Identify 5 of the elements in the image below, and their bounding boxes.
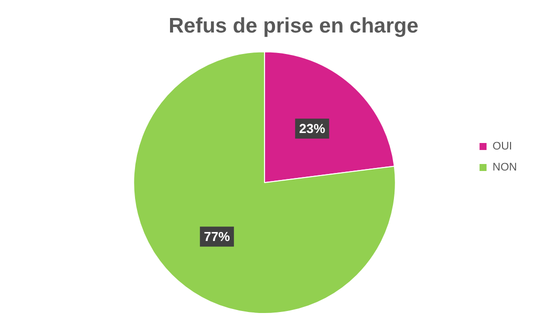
data-label: 23% (299, 121, 326, 136)
legend-label: OUI (492, 140, 512, 153)
chart-title: Refus de prise en charge (168, 14, 418, 38)
data-label: 77% (204, 229, 230, 244)
legend-label: NON (492, 162, 518, 174)
